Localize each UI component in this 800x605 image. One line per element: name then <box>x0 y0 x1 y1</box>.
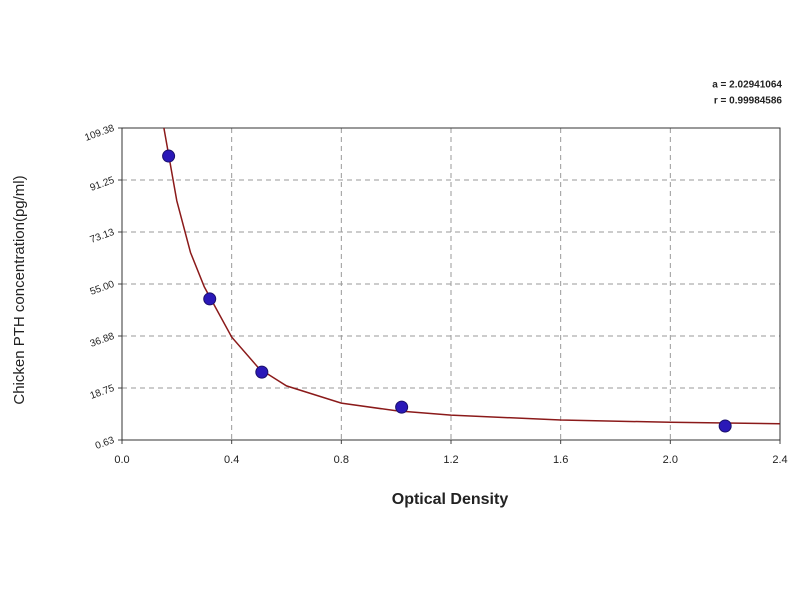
x-tick-label: 0.4 <box>224 454 239 466</box>
annotation: a = 2.02941064 <box>712 80 782 91</box>
x-tick-label: 1.6 <box>553 454 568 466</box>
data-point <box>395 400 409 414</box>
data-point <box>718 419 732 433</box>
y-axis-title: Chicken PTH concentration(pg/ml) <box>11 175 28 404</box>
x-tick-label: 1.2 <box>443 454 458 466</box>
x-tick-label: 2.0 <box>663 454 678 466</box>
plot-frame <box>121 127 781 441</box>
data-point <box>255 365 269 379</box>
data-point <box>203 292 217 306</box>
fit-curve <box>163 127 781 425</box>
x-tick-label: 0.8 <box>334 454 349 466</box>
x-tick-label: 2.4 <box>772 454 787 466</box>
x-axis-title: Optical Density <box>392 491 509 508</box>
x-tick-label: 0.0 <box>114 454 129 466</box>
data-point <box>162 149 176 163</box>
annotation: r = 0.99984586 <box>714 96 783 107</box>
